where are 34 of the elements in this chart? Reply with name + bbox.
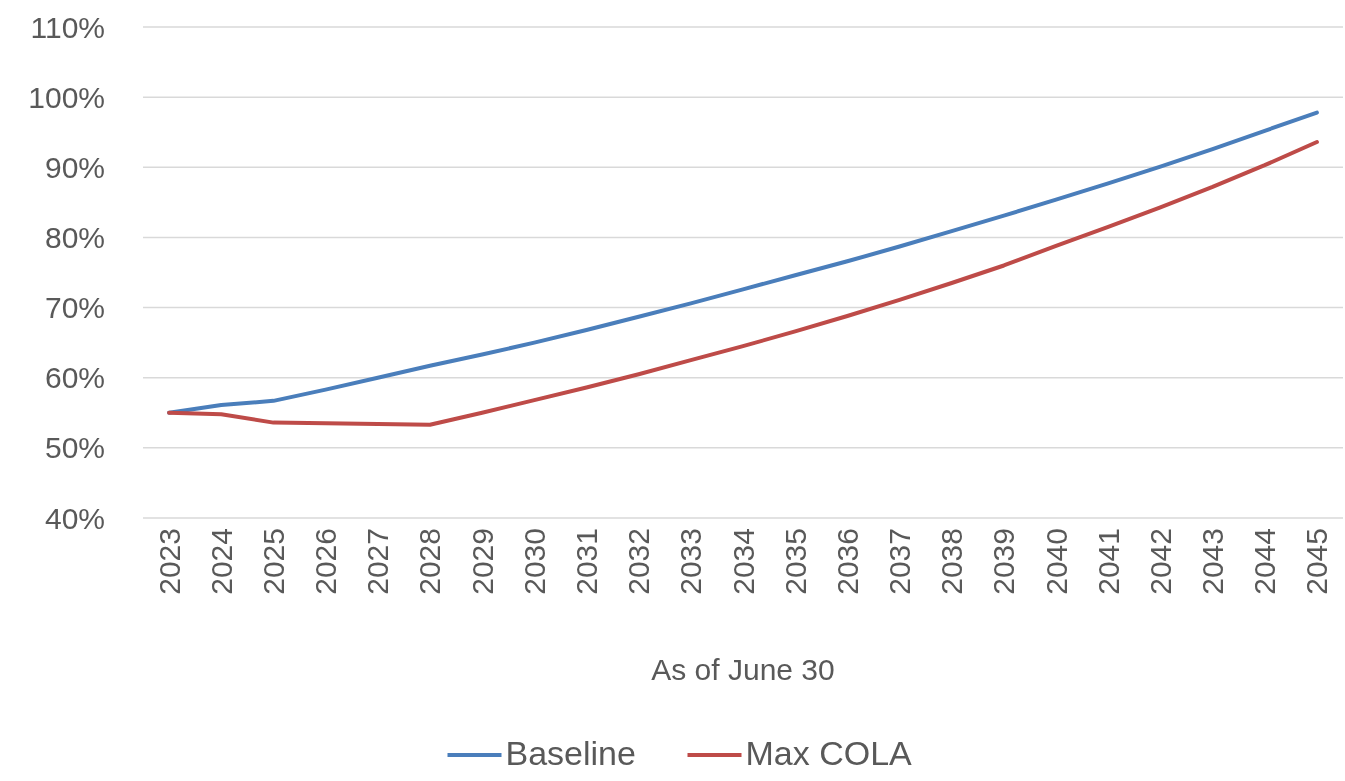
x-tick-label: 2027 bbox=[361, 528, 395, 595]
x-tick-label: 2023 bbox=[152, 528, 186, 595]
x-tick-label: 2025 bbox=[256, 528, 290, 595]
y-tick-label: 40% bbox=[44, 501, 105, 535]
x-tick-label: 2032 bbox=[622, 528, 656, 595]
legend-label: Max COLA bbox=[745, 734, 913, 772]
x-tick-label: 2024 bbox=[204, 528, 238, 595]
x-tick-label: 2037 bbox=[883, 528, 917, 595]
x-tick-label: 2029 bbox=[465, 528, 499, 595]
x-tick-label: 2028 bbox=[413, 528, 447, 595]
y-tick-label: 110% bbox=[30, 10, 105, 44]
y-tick-label: 100% bbox=[28, 80, 105, 114]
x-tick-label: 2038 bbox=[935, 528, 969, 595]
x-tick-label: 2039 bbox=[987, 528, 1021, 595]
x-tick-label: 2033 bbox=[674, 528, 708, 595]
x-tick-label: 2045 bbox=[1300, 528, 1334, 595]
x-tick-label: 2035 bbox=[778, 528, 812, 595]
x-tick-label: 2030 bbox=[517, 528, 551, 595]
y-tick-label: 80% bbox=[44, 220, 105, 254]
x-tick-label: 2026 bbox=[309, 528, 343, 595]
x-tick-label: 2042 bbox=[1143, 528, 1177, 595]
legend-label: Baseline bbox=[505, 734, 636, 772]
x-tick-label: 2044 bbox=[1248, 528, 1282, 595]
x-tick-label: 2043 bbox=[1196, 528, 1230, 595]
y-tick-label: 70% bbox=[44, 291, 105, 325]
x-tick-label: 2036 bbox=[830, 528, 864, 595]
y-tick-label: 60% bbox=[44, 361, 105, 395]
x-axis-title: As of June 30 bbox=[651, 653, 835, 686]
x-tick-label: 2034 bbox=[726, 528, 760, 595]
x-tick-label: 2040 bbox=[1039, 528, 1073, 595]
x-tick-label: 2031 bbox=[569, 528, 603, 595]
y-tick-label: 50% bbox=[44, 431, 105, 465]
y-tick-label: 90% bbox=[44, 150, 105, 184]
x-tick-label: 2041 bbox=[1091, 528, 1125, 595]
